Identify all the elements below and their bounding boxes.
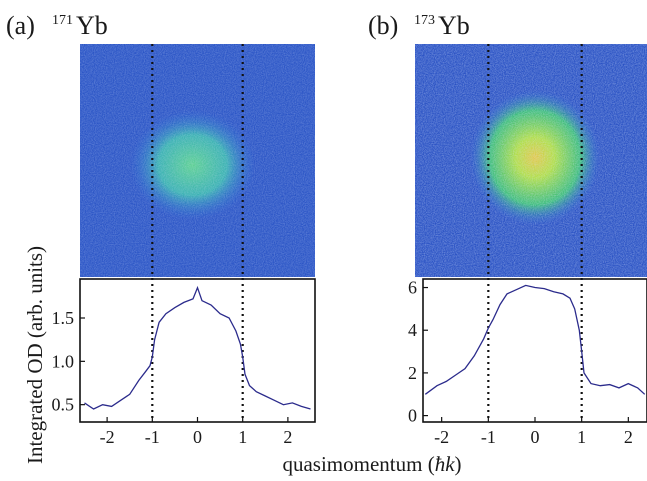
plot-a-x-tick-label-4: 2 [283, 427, 292, 447]
plot-b-x-tick-label-4: 2 [624, 427, 633, 447]
plot-b-x-tick-label-0: -2 [434, 427, 449, 447]
panel-a-element: Yb [76, 11, 108, 40]
plot-a-x-tick-label-3: 1 [238, 427, 247, 447]
plot-b-x-tick-label-3: 1 [577, 427, 586, 447]
panel-a-tag: (a) [6, 11, 35, 40]
plot-a-x-tick-label-0: -2 [100, 427, 115, 447]
panel-a-mass: 171 [52, 13, 73, 28]
plot-b-y-tick-label-2: 4 [408, 320, 417, 340]
plot-a-y-tick-label-0: 0.5 [52, 395, 75, 415]
panel-b-element: Yb [438, 11, 470, 40]
plot-frame-a [79, 278, 316, 423]
plot-b-y-tick-label-0: 0 [408, 406, 417, 426]
x-axis-label-close: ) [455, 452, 462, 476]
plot-b-y-tick-label-1: 2 [408, 363, 417, 383]
profile-plot-a: -2 -1 0 1 2 0.5 1.0 1.5 [52, 44, 311, 447]
plot-b-x-tick-label-2: 0 [531, 427, 540, 447]
plot-b-series-line-0 [424, 284, 646, 395]
profile-plot-b: -2 -1 0 1 2 0 2 4 6 [408, 44, 646, 447]
plot-a-x-tick-label-2: 0 [193, 427, 202, 447]
plot-b-y-tick-label-3: 6 [408, 278, 417, 298]
plot-a-x-tick-label-1: -1 [145, 427, 160, 447]
plot-frame-b [422, 278, 647, 423]
absorption-image-b [415, 44, 647, 277]
absorption-image-a [80, 44, 315, 277]
plot-a-y-tick-label-1: 1.0 [52, 351, 75, 371]
panel-b-tag: (b) [368, 11, 398, 40]
plot-a-y-tick-label-2: 1.5 [52, 308, 75, 328]
x-axis-label-main: quasimomentum ( [282, 452, 434, 476]
plot-a-series-line-0 [84, 285, 311, 410]
panel-b-mass: 173 [414, 13, 435, 28]
y-axis-label: Integrated OD (arb. units) [23, 246, 47, 464]
x-axis-label: quasimomentum (ħk) [282, 452, 461, 476]
x-axis-label-symbol: ħk [435, 452, 456, 476]
plot-b-x-tick-label-1: -1 [481, 427, 496, 447]
